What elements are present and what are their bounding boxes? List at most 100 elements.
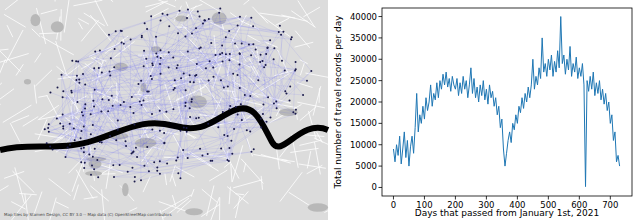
street [3,105,32,122]
station [177,156,179,158]
station [133,123,135,125]
station [289,85,291,87]
station [273,47,275,49]
street [99,164,123,173]
station [78,79,80,81]
street [295,42,314,47]
street [81,20,98,41]
station [120,30,122,32]
y-tick-label: 40000 [350,12,377,22]
station [88,153,90,155]
station [266,47,268,49]
station [75,60,77,62]
station [160,73,162,75]
network-edge [219,13,222,62]
y-tick-label: 30000 [350,54,377,64]
station [166,163,168,165]
station [133,112,135,114]
station [159,110,161,112]
y-axis-label: Total number of travel records per day [333,15,343,190]
station [90,133,92,135]
station [239,16,241,18]
street [209,170,227,181]
network-edge [144,106,185,166]
network-edge [241,48,275,104]
station [294,70,296,72]
station [197,11,199,13]
street [234,191,249,208]
network-edge [78,40,131,62]
station [140,80,142,82]
station [177,64,179,66]
street [0,186,8,203]
station [284,69,286,71]
station [220,147,222,149]
station [253,148,255,150]
station [199,148,201,150]
station [76,75,78,77]
network-edge [213,77,222,112]
network-edge [49,102,124,132]
street [16,64,23,75]
x-tick [486,196,487,200]
street [7,25,13,37]
station [291,36,293,38]
network-edge [76,80,174,81]
station [135,147,137,149]
station [168,51,170,53]
station [155,52,157,54]
station [52,148,54,150]
network-edge [256,49,267,53]
parks [24,12,328,215]
station [99,49,101,51]
network-edge [185,17,199,37]
station [250,54,252,56]
network-edge [229,25,237,31]
station [186,131,188,133]
network-edge [110,57,157,76]
station [127,171,129,173]
network-edge [192,49,200,102]
x-tick [610,196,611,200]
station [71,92,73,94]
network-edge [237,75,306,81]
station [120,104,122,106]
street [172,175,175,186]
street [49,179,71,196]
network-edge [49,132,81,139]
network-edge [151,16,153,65]
station [233,128,235,130]
network-edge [223,62,245,96]
station [217,126,219,128]
street [253,154,287,160]
station [100,110,102,112]
network-edge [137,111,160,157]
station [226,159,228,161]
station [150,15,152,17]
station [101,71,103,73]
station [180,130,182,132]
network-edge [276,69,295,101]
station [119,164,121,166]
station [48,123,50,125]
station [133,150,135,152]
street [78,19,89,25]
station [228,30,230,32]
street [35,53,41,62]
station [168,25,170,27]
street [0,83,2,90]
station [199,16,201,18]
park [122,183,129,196]
station [229,53,231,55]
station [244,94,246,96]
station [222,61,224,63]
station [203,19,205,21]
network-edge [95,51,169,53]
station [151,78,153,80]
station [44,128,46,130]
station [273,58,275,60]
station [108,34,110,36]
station [78,82,80,84]
station [151,113,153,115]
station [207,153,209,155]
